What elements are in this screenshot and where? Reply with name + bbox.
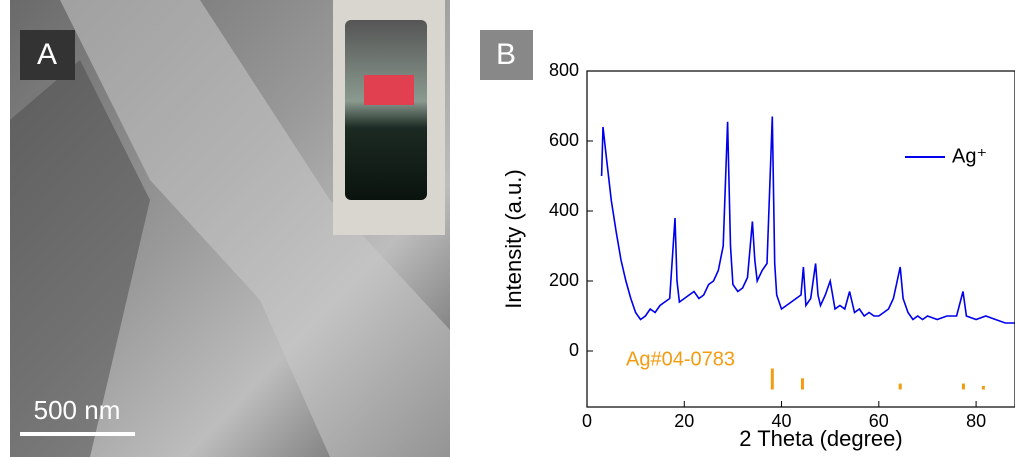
scale-bar-label: 500 nm: [34, 395, 121, 425]
sem-panel: A 500 nm: [10, 0, 450, 457]
x-tick-label: 80: [966, 411, 986, 431]
x-tick-label: 40: [772, 411, 792, 431]
y-tick-label: 0: [569, 340, 579, 360]
y-tick-label: 600: [549, 130, 579, 150]
y-tick-label: 200: [549, 270, 579, 290]
x-tick-label: 60: [869, 411, 889, 431]
reference-label: Ag#04-0783: [626, 348, 735, 370]
panel-label: A: [37, 38, 57, 71]
inset-jar: [345, 20, 427, 200]
y-tick-label: 400: [549, 200, 579, 220]
panel-label-box: [20, 30, 75, 80]
data-line: [600, 116, 1015, 324]
plot-frame: [586, 70, 1015, 408]
panel-label: B: [496, 38, 516, 71]
x-tick-label: 0: [582, 411, 592, 431]
sem-flake: [60, 0, 450, 457]
y-axis-label: Intensity (a.u.): [501, 169, 526, 308]
inset-label: [364, 75, 414, 105]
x-tick-label: 20: [674, 411, 694, 431]
x-axis-label: 2 Theta (degree): [739, 426, 902, 451]
y-tick-label: 800: [549, 60, 579, 80]
legend-label: Ag⁺: [952, 145, 987, 167]
panel-label-box: [480, 30, 533, 80]
sem-shadow: [10, 60, 150, 457]
